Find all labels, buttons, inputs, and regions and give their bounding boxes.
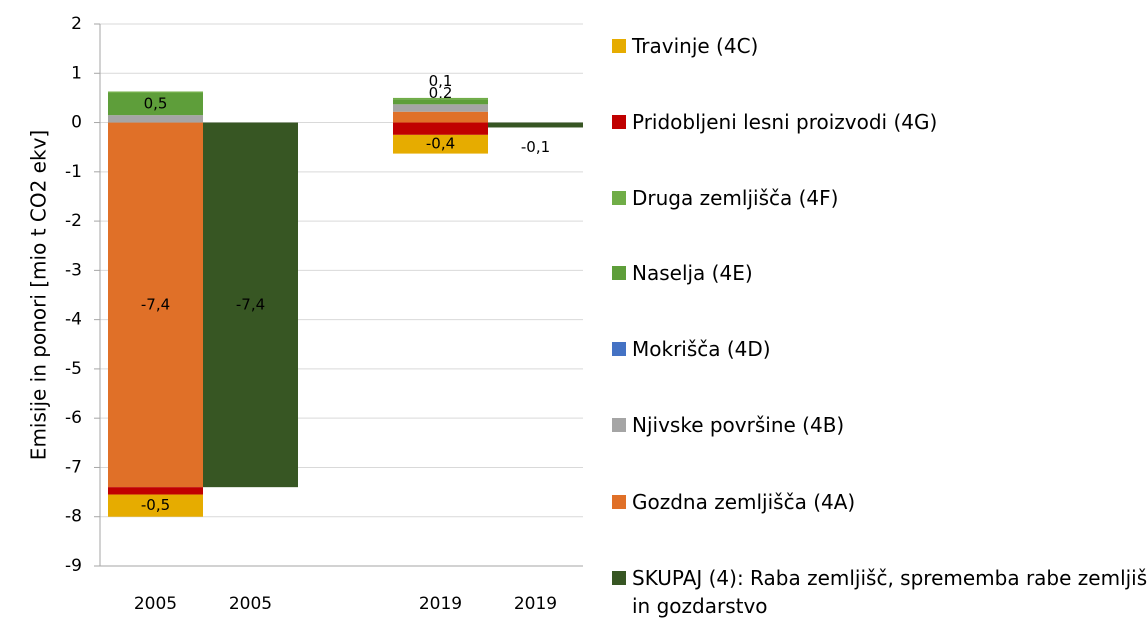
legend-swatch	[612, 191, 626, 205]
legend-swatch	[612, 495, 626, 509]
bar-segment	[108, 487, 203, 495]
bar-segment	[108, 115, 203, 123]
legend-label: Pridobljeni lesni proizvodi (4G)	[632, 110, 938, 134]
legend-label: Naselja (4E)	[632, 261, 753, 285]
legend-item: Njivske površine (4B)	[612, 411, 1148, 439]
data-label: -7,4	[141, 295, 170, 313]
legend-item: Naselja (4E)	[612, 259, 1148, 287]
bar-segment	[393, 111, 488, 123]
legend-swatch	[612, 342, 626, 356]
bar-segment	[393, 134, 488, 154]
data-label: -0,4	[426, 135, 455, 153]
y-axis-label: Emisije in ponori [mio t CO2 ekv]	[27, 130, 51, 460]
y-tick-label: -8	[65, 507, 82, 527]
legend-swatch	[612, 39, 626, 53]
bar-segment	[488, 122, 583, 128]
y-tick-label: -9	[65, 556, 82, 576]
legend-item: Gozdna zemljišča (4A)	[612, 488, 1148, 516]
legend-item: Druga zemljišča (4F)	[612, 184, 1148, 212]
y-tick-label: 0	[71, 113, 82, 133]
x-tick-label: 2019	[419, 594, 462, 614]
legend-label: Travinje (4C)	[632, 34, 759, 58]
bar-segment	[108, 494, 203, 517]
bar-segment	[393, 97, 488, 100]
bar-segment	[393, 99, 488, 105]
bar-segment	[108, 91, 203, 93]
data-label: -0,5	[141, 496, 170, 514]
y-tick-label: -3	[65, 260, 82, 280]
y-tick-label: -1	[65, 162, 82, 182]
y-tick-label: -2	[65, 211, 82, 231]
legend-swatch	[612, 115, 626, 129]
data-label: -7,4	[236, 295, 265, 313]
y-tick-label: 1	[71, 63, 82, 83]
bar-segment	[203, 122, 298, 488]
legend-item: Pridobljeni lesni proizvodi (4G)	[612, 108, 1148, 136]
legend-item: SKUPAJ (4): Raba zemljišč, sprememba rab…	[612, 564, 1148, 620]
bar-segment	[108, 92, 203, 116]
legend-label: Druga zemljišča (4F)	[632, 186, 839, 210]
y-tick-label: -4	[65, 310, 82, 330]
data-label: 0,5	[144, 95, 168, 113]
y-tick-label: -7	[65, 457, 82, 477]
data-label: 0,2	[429, 84, 453, 102]
data-label: 0,1	[429, 72, 453, 90]
legend-label: Gozdna zemljišča (4A)	[632, 490, 856, 514]
x-tick-label: 2005	[134, 594, 177, 614]
bar-segment	[108, 122, 203, 488]
legend-swatch	[612, 266, 626, 280]
x-tick-label: 2005	[229, 594, 272, 614]
y-tick-label: 2	[71, 14, 82, 34]
y-tick-label: -6	[65, 408, 82, 428]
legend-label: Mokrišča (4D)	[632, 337, 771, 361]
data-label: -0,1	[521, 138, 550, 156]
legend-label: SKUPAJ (4): Raba zemljišč, sprememba rab…	[632, 566, 1148, 618]
x-tick-label: 2019	[514, 594, 557, 614]
legend-item: Mokrišča (4D)	[612, 335, 1148, 363]
legend-item: Travinje (4C)	[612, 32, 1148, 60]
legend-swatch	[612, 418, 626, 432]
legend-swatch	[612, 571, 626, 585]
bar-segment	[393, 122, 488, 135]
bar-segment	[393, 104, 488, 112]
y-tick-label: -5	[65, 359, 82, 379]
legend-label: Njivske površine (4B)	[632, 413, 845, 437]
